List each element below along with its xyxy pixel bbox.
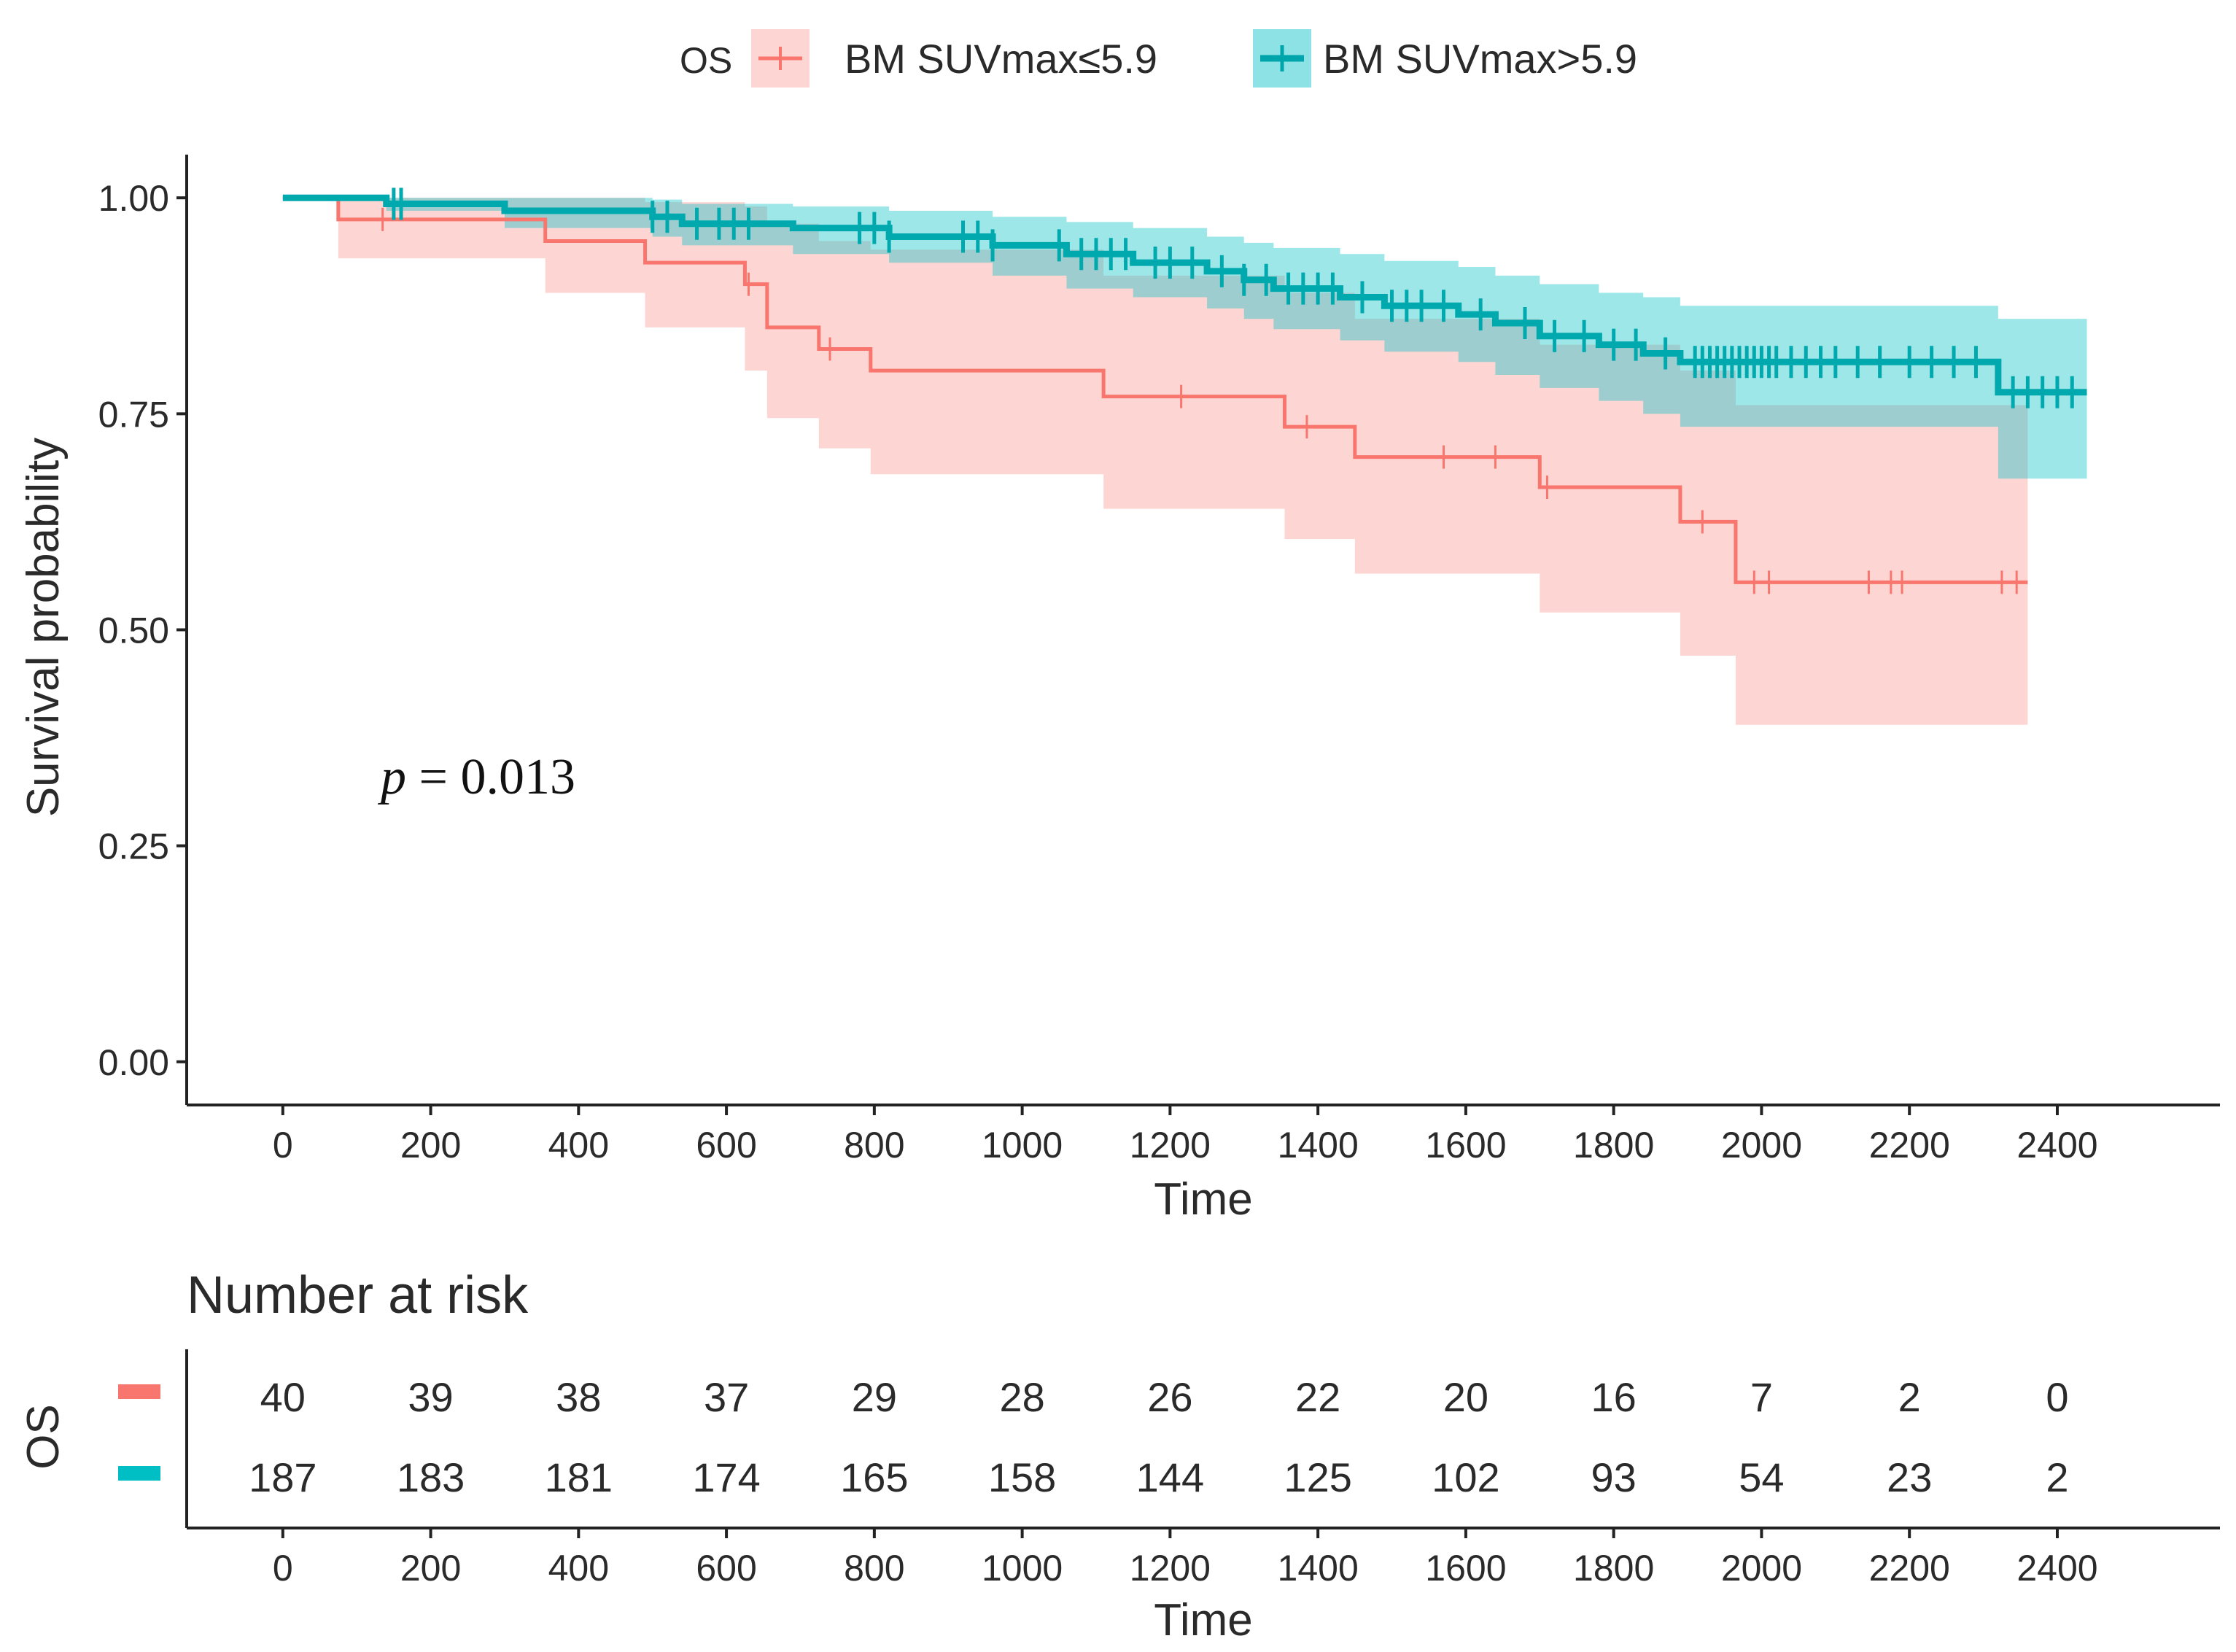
legend: OS BM SUVmax≤5.9 BM SUVmax>5.9 [680,29,1637,88]
p-value-annotation: p = 0.013 [377,749,575,805]
censor-marks [381,187,2074,594]
risk-x-tick-label: 2000 [1721,1548,1802,1589]
p-value-text: = 0.013 [406,749,575,805]
legend-title: OS [680,40,732,81]
risk-x-tick-label: 1600 [1425,1548,1506,1589]
x-tick-label: 2400 [2016,1125,2097,1166]
x-axis-title: Time [1154,1174,1252,1225]
risk-value-high: 165 [840,1454,908,1500]
y-axis-ticks: 0.00 0.25 0.50 0.75 1.00 [98,178,187,1083]
risk-x-tick-label: 800 [844,1548,904,1589]
risk-x-tick-label: 1200 [1130,1548,1211,1589]
confidence-band-high [282,198,2087,479]
risk-x-tick-label: 1000 [982,1548,1063,1589]
risk-value-low: 28 [999,1374,1044,1420]
risk-value-low: 29 [852,1374,897,1420]
risk-value-high: 102 [1432,1454,1499,1500]
risk-value-high: 23 [1887,1454,1932,1500]
risk-value-low: 38 [556,1374,601,1420]
risk-value-low: 20 [1443,1374,1488,1420]
risk-value-low: 16 [1591,1374,1637,1420]
risk-value-high: 54 [1739,1454,1784,1500]
risk-table-ylabel: OS [18,1404,69,1470]
x-tick-label: 1600 [1425,1125,1506,1166]
x-tick-label: 1800 [1573,1125,1654,1166]
risk-value-high: 181 [545,1454,613,1500]
risk-value-low: 0 [2046,1374,2068,1420]
x-tick-label: 1400 [1278,1125,1359,1166]
x-tick-label: 0 [273,1125,293,1166]
risk-x-tick-label: 200 [400,1548,461,1589]
x-axis-ticks: 0 200 400 600 800 1000 1200 1400 1600 1800 2000 220… [273,1105,2098,1166]
risk-table-x-title: Time [1154,1595,1252,1645]
x-tick-label: 200 [400,1125,461,1166]
risk-value-low: 40 [260,1374,306,1420]
survival-curve-low [282,195,2028,584]
legend-entry-low: BM SUVmax≤5.9 [845,36,1157,82]
risk-x-tick-label: 2200 [1869,1548,1950,1589]
survival-plot: 0.00 0.25 0.50 0.75 1.00 0 200 400 600 800 1000 12… [18,155,2220,1225]
y-tick-label: 0.75 [98,394,169,435]
risk-table-title: Number at risk [187,1266,529,1325]
y-axis-title: Survival probability [18,438,69,817]
confidence-band-low [282,198,2028,725]
p-value-symbol: p [377,749,406,805]
risk-value-high: 93 [1591,1454,1637,1500]
risk-value-high: 187 [249,1454,317,1500]
risk-value-high: 2 [2046,1454,2068,1500]
risk-value-low: 7 [1750,1374,1773,1420]
y-tick-label: 0.25 [98,826,169,867]
y-tick-label: 1.00 [98,178,169,219]
risk-value-low: 22 [1295,1374,1340,1420]
risk-strata-low-swatch [118,1384,160,1399]
risk-x-tick-label: 1800 [1573,1548,1654,1589]
risk-strata-high-swatch [118,1466,160,1481]
x-tick-label: 2000 [1721,1125,1802,1166]
risk-value-high: 125 [1284,1454,1351,1500]
confidence-bands [282,198,2087,725]
risk-value-low: 26 [1147,1374,1192,1420]
x-tick-label: 2200 [1869,1125,1950,1166]
risk-x-tick-label: 0 [273,1548,293,1589]
risk-value-low: 37 [704,1374,749,1420]
risk-table: Number at risk OS 40 39 38 37 29 28 26 22 20 16 7 2… [18,1266,2220,1645]
x-tick-label: 800 [844,1125,904,1166]
risk-x-tick-label: 400 [548,1548,609,1589]
risk-table-x-ticks: 0 200 400 600 800 1000 1200 1400 1600 1800 2000 220… [273,1528,2098,1589]
risk-value-high: 183 [397,1454,465,1500]
y-tick-label: 0.50 [98,610,169,651]
risk-x-tick-label: 600 [696,1548,756,1589]
x-tick-label: 600 [696,1125,756,1166]
risk-x-tick-label: 2400 [2016,1548,2097,1589]
x-tick-label: 1000 [982,1125,1063,1166]
legend-entry-high: BM SUVmax>5.9 [1323,36,1637,82]
risk-x-tick-label: 1400 [1278,1548,1359,1589]
risk-value-high: 144 [1136,1454,1204,1500]
risk-value-low: 39 [408,1374,453,1420]
x-tick-label: 1200 [1130,1125,1211,1166]
risk-value-high: 158 [988,1454,1056,1500]
y-tick-label: 0.00 [98,1042,169,1083]
x-tick-label: 400 [548,1125,609,1166]
risk-value-low: 2 [1898,1374,1921,1420]
risk-table-axes [185,1349,2220,1529]
risk-value-high: 174 [692,1454,760,1500]
